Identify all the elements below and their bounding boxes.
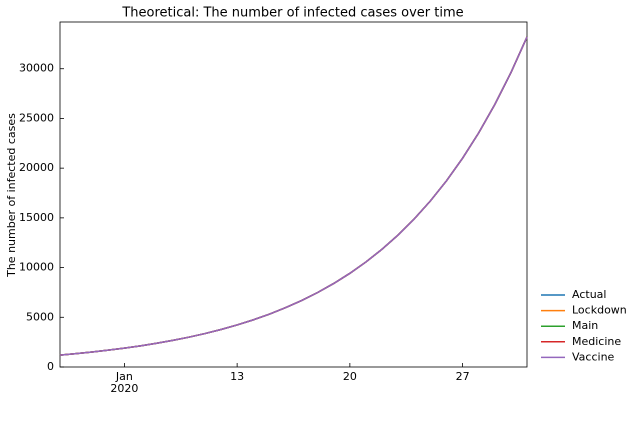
- x-tick-label: 27: [455, 370, 470, 383]
- plot-frame: [59, 21, 528, 368]
- y-tick-label: 10000: [19, 261, 54, 274]
- x-tick-label: Jan 2020: [110, 370, 139, 395]
- series-line: [59, 36, 528, 356]
- chart-title: Theoretical: The number of infected case…: [121, 6, 463, 21]
- y-tick-label: 5000: [26, 310, 54, 323]
- y-tick-label: 30000: [19, 62, 54, 75]
- series-line: [59, 36, 528, 356]
- legend-label: Lockdown: [572, 304, 627, 317]
- y-tick-label: 20000: [19, 161, 54, 174]
- series-line: [59, 36, 528, 356]
- legend-label: Medicine: [572, 335, 621, 348]
- y-axis-label: The number of infected cases: [5, 113, 18, 278]
- x-tick-label: 13: [230, 370, 245, 383]
- legend-label: Vaccine: [572, 350, 615, 363]
- y-tick-label: 15000: [19, 211, 54, 224]
- series-line: [59, 36, 528, 356]
- y-tick-label: 25000: [19, 111, 54, 124]
- x-tick-label: 20: [342, 370, 357, 383]
- y-tick-label: 0: [47, 360, 54, 373]
- series-line: [59, 36, 528, 356]
- legend-label: Actual: [572, 288, 606, 301]
- legend-label: Main: [572, 319, 598, 332]
